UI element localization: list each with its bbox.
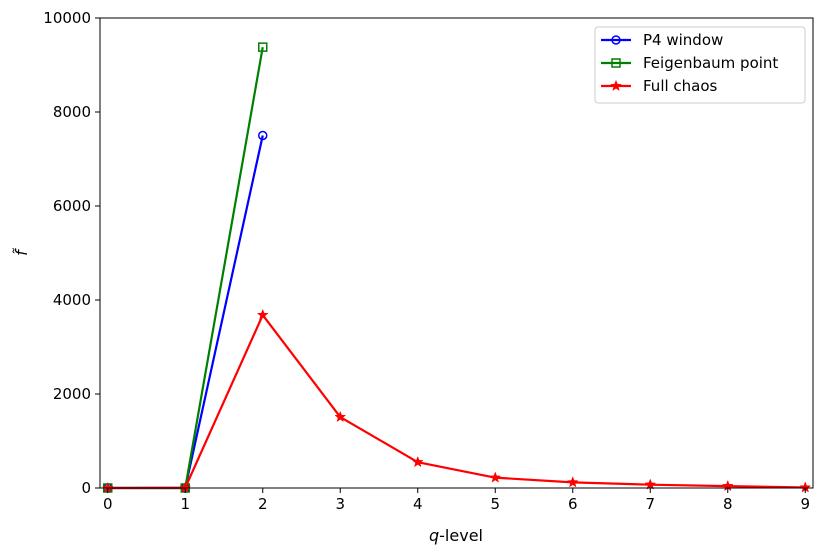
x-tick-label: 4 xyxy=(413,495,423,513)
data-point xyxy=(411,455,424,468)
x-tick-label: 1 xyxy=(180,495,190,513)
x-axis-label-italic: q xyxy=(429,526,439,545)
legend: P4 window Feigenbaum point Full chaos xyxy=(594,26,806,104)
legend-marker xyxy=(610,79,622,92)
y-tick-label: 6000 xyxy=(53,197,91,215)
data-point xyxy=(489,471,502,483)
legend-label: P4 window xyxy=(643,31,723,49)
series-2 xyxy=(101,308,812,494)
ticks-layer: 0 1 2 3 4 5 6 7 8 9 0 2000 4000 6000 8000 10000 xyxy=(43,9,810,513)
x-tick-label: 3 xyxy=(335,495,345,513)
y-tick-label: 4000 xyxy=(53,291,91,309)
plot-frame xyxy=(99,17,814,489)
y-tick-label: 8000 xyxy=(53,103,91,121)
y-tick-label: 0 xyxy=(81,479,91,497)
data-point xyxy=(258,42,268,52)
x-axis-label: q-level xyxy=(429,526,483,545)
x-axis-label-rest: -level xyxy=(439,526,483,545)
x-tick-label: 2 xyxy=(258,495,268,513)
legend-label: Full chaos xyxy=(643,77,718,95)
legend-entry-1: Feigenbaum point xyxy=(601,54,778,72)
y-tick-label: 2000 xyxy=(53,385,91,403)
legend-marker xyxy=(611,35,621,45)
legend-label: Feigenbaum point xyxy=(643,54,778,72)
legend-marker xyxy=(611,58,621,68)
y-tick-label: 10000 xyxy=(43,9,91,27)
x-tick-label: 0 xyxy=(103,495,113,513)
data-point xyxy=(566,476,579,488)
legend-box xyxy=(594,26,806,104)
data-point xyxy=(644,478,657,490)
x-tick-label: 9 xyxy=(800,495,810,513)
x-tick-label: 7 xyxy=(645,495,655,513)
series-line xyxy=(107,313,806,490)
x-tick-label: 5 xyxy=(490,495,500,513)
data-point xyxy=(256,308,269,321)
x-tick-label: 8 xyxy=(723,495,733,513)
data-point xyxy=(258,130,268,141)
data-point xyxy=(334,410,347,423)
x-tick-label: 6 xyxy=(568,495,578,513)
y-axis-label: f̃ xyxy=(12,247,31,256)
legend-entry-2: Full chaos xyxy=(601,77,718,95)
legend-entry-0: P4 window xyxy=(601,31,723,49)
